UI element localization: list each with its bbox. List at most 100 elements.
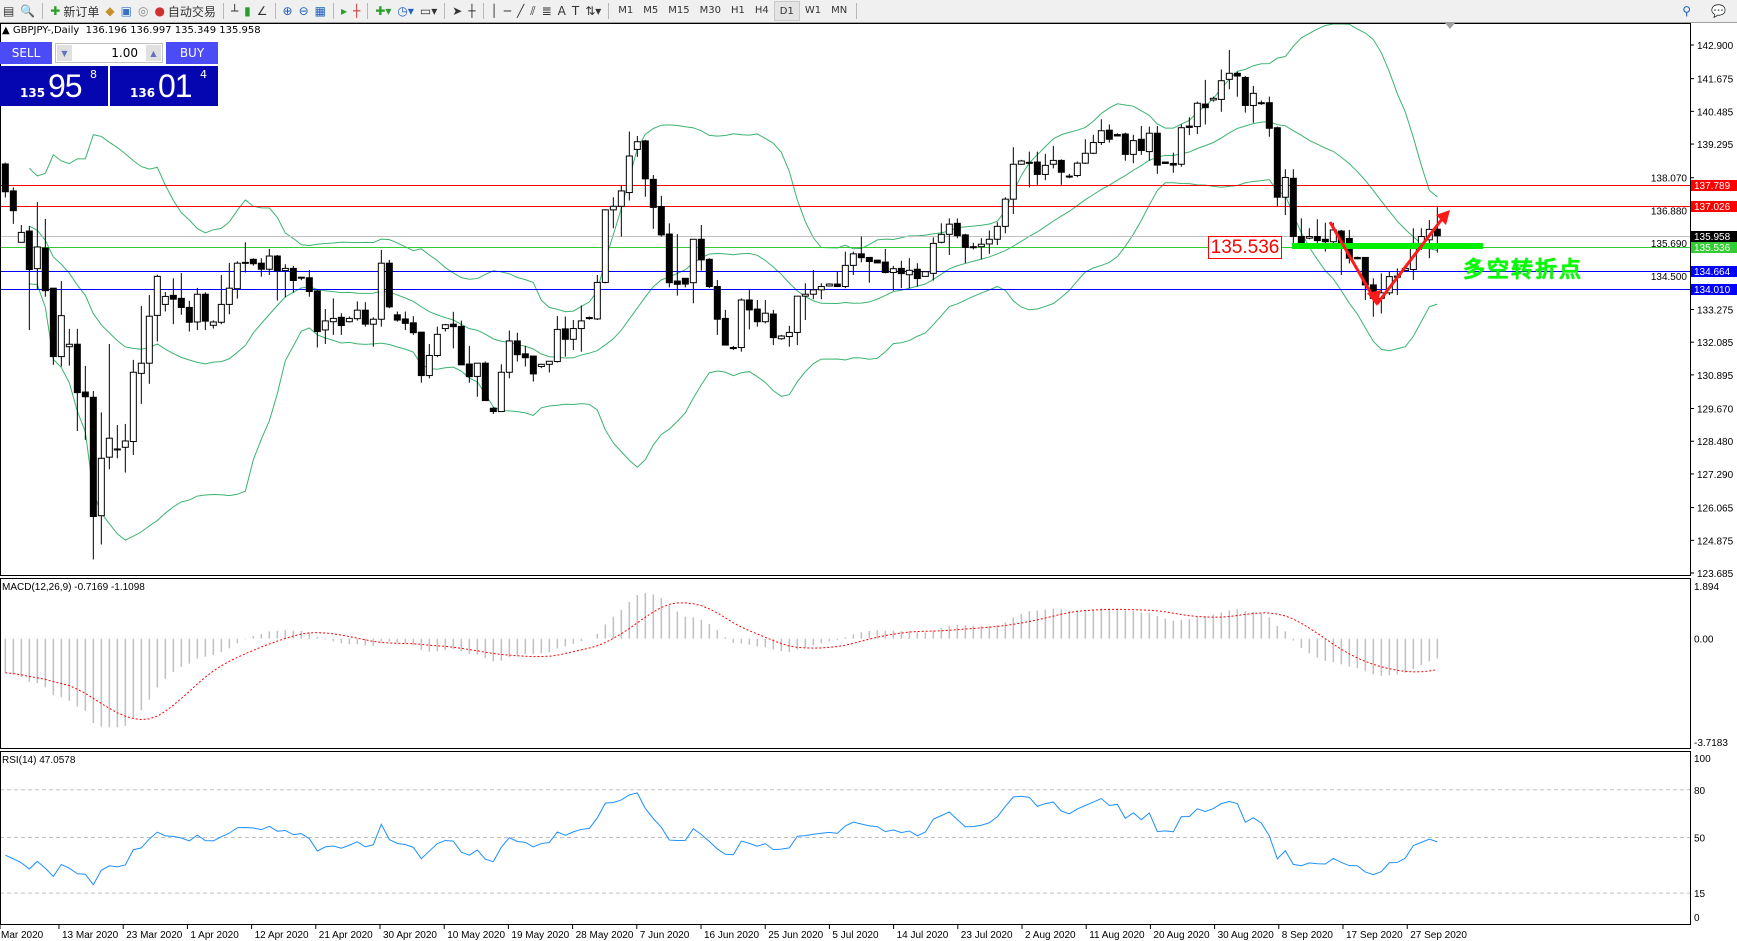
- date-tick-label: 11 Aug 2020: [1089, 930, 1145, 941]
- new-order-button[interactable]: ✚ 新订单: [47, 1, 102, 21]
- horizontal-line-icon[interactable]: ─: [503, 4, 511, 18]
- timeframe-w1[interactable]: W1: [804, 4, 822, 16]
- bar-chart-icon[interactable]: ┴: [230, 4, 239, 18]
- lot-size-input[interactable]: [74, 44, 138, 62]
- bull-candle-body: [825, 283, 833, 287]
- candle: [985, 230, 993, 254]
- lot-decrease-icon[interactable]: ▼: [57, 45, 72, 61]
- equidistant-channel-icon[interactable]: ⫽: [530, 3, 536, 18]
- tile-windows-icon[interactable]: ▦: [314, 4, 327, 18]
- timeframe-m30[interactable]: M30: [699, 4, 722, 16]
- bear-candle-body: [721, 317, 729, 346]
- auto-trading-button[interactable]: ● 自动交易: [151, 1, 219, 21]
- timeframe-d1[interactable]: D1: [773, 1, 800, 21]
- timeframe-m5[interactable]: M5: [643, 4, 659, 16]
- crosshair-icon[interactable]: ┼: [468, 4, 476, 18]
- timeframe-m15[interactable]: M15: [668, 4, 690, 16]
- sell-button[interactable]: SELL: [0, 42, 52, 64]
- bull-candle-body: [537, 363, 545, 367]
- buy-button[interactable]: BUY: [166, 42, 218, 64]
- candle: [841, 251, 849, 289]
- collapse-triangle-icon[interactable]: ▲: [2, 25, 13, 36]
- line-chart-icon[interactable]: ∠: [256, 4, 268, 18]
- bear-candle-body: [457, 325, 465, 366]
- bull-candle-body: [1089, 142, 1097, 154]
- price-tick-label: 142.900: [1697, 41, 1734, 52]
- timeframe-m1[interactable]: M1: [618, 4, 634, 16]
- candle: [761, 300, 769, 324]
- navigator-icon[interactable]: ▣: [120, 4, 132, 18]
- periods-icon[interactable]: ◷▾: [397, 4, 414, 18]
- bull-candle-body: [441, 324, 449, 330]
- bull-candle-body: [329, 317, 337, 323]
- candle: [1081, 139, 1089, 164]
- shift-marker-icon[interactable]: [1445, 23, 1455, 29]
- candle: [305, 270, 313, 297]
- autoscroll-icon[interactable]: ▸: [341, 4, 348, 18]
- candle: [881, 248, 889, 274]
- indicators-icon[interactable]: ✚▾: [375, 4, 392, 18]
- candle: [1057, 159, 1065, 185]
- arrows-icon[interactable]: ⇅▾: [585, 4, 602, 18]
- templates-icon[interactable]: ▭▾: [419, 4, 438, 18]
- candle: [225, 262, 233, 315]
- price-tick-label: 123.685: [1697, 569, 1734, 580]
- candle: [1193, 101, 1201, 135]
- bear-candle-body: [1289, 177, 1297, 238]
- bear-candle-body: [73, 343, 81, 394]
- toolbar-separator: [222, 3, 224, 19]
- zoom-doc-icon[interactable]: 🔍: [20, 4, 36, 18]
- candle: [361, 302, 369, 327]
- profiles-icon[interactable]: ▤: [3, 4, 15, 18]
- rsi-axis-label: 0: [1694, 913, 1700, 924]
- fibonacci-icon[interactable]: ≣: [541, 4, 552, 18]
- bull-candle-body: [433, 333, 441, 357]
- text-icon[interactable]: A: [557, 4, 566, 18]
- chat-icon[interactable]: 💬: [1711, 4, 1726, 18]
- timeframe-h1[interactable]: H1: [731, 4, 745, 16]
- vertical-line-icon[interactable]: │: [490, 4, 498, 18]
- price-tick-label: 126.065: [1697, 504, 1734, 515]
- search-icon[interactable]: ⚲: [1682, 4, 1692, 18]
- timeframe-mn[interactable]: MN: [831, 4, 848, 16]
- trendline-icon[interactable]: ╱: [517, 4, 525, 18]
- buy-price[interactable]: 136 01 4: [110, 66, 218, 106]
- level-price-tag: [1691, 231, 1737, 242]
- cursor-icon[interactable]: ➤: [452, 4, 463, 18]
- support-resistance-bar: [1292, 243, 1483, 249]
- sell-price[interactable]: 135 95 8: [0, 66, 108, 106]
- candle: [1017, 159, 1025, 165]
- bull-candle-body: [1177, 127, 1185, 165]
- timeframe-h4[interactable]: H4: [754, 4, 769, 16]
- auto-trading-label: 自动交易: [167, 4, 216, 19]
- lot-increase-icon[interactable]: ▲: [146, 45, 161, 61]
- candle: [465, 345, 473, 383]
- signals-icon[interactable]: ◎: [137, 4, 149, 18]
- bear-candle-body: [305, 277, 313, 292]
- candle: [105, 343, 113, 470]
- one-click-trading-panel: SELL ▼ ▲ BUY 135 95 8 136 01 4: [0, 42, 218, 106]
- candle: [617, 184, 625, 237]
- chart-shift-icon[interactable]: ┼: [353, 4, 361, 18]
- zoom-out-icon[interactable]: ⊖: [298, 4, 309, 18]
- trend-arrows: [1292, 23, 1483, 306]
- zoom-in-icon[interactable]: ⊕: [282, 4, 293, 18]
- text-label-icon[interactable]: T: [571, 4, 580, 18]
- candle: [705, 258, 713, 289]
- candles: [1, 49, 1441, 560]
- bear-candle-body: [561, 328, 569, 340]
- price-tick-label: 136.880: [1651, 206, 1688, 217]
- bear-candle-body: [1297, 236, 1305, 244]
- bear-candle-body: [89, 396, 97, 518]
- bull-candle-body: [265, 255, 273, 270]
- candle: [417, 331, 425, 383]
- candlestick-chart-icon[interactable]: ▮: [244, 4, 251, 18]
- candle: [905, 258, 913, 289]
- buy-price-prefix: 136: [130, 86, 156, 100]
- market-watch-icon[interactable]: ◆: [105, 4, 115, 18]
- candle: [993, 222, 1001, 246]
- candle: [241, 242, 249, 273]
- candle: [1225, 49, 1233, 90]
- candle: [1073, 161, 1081, 178]
